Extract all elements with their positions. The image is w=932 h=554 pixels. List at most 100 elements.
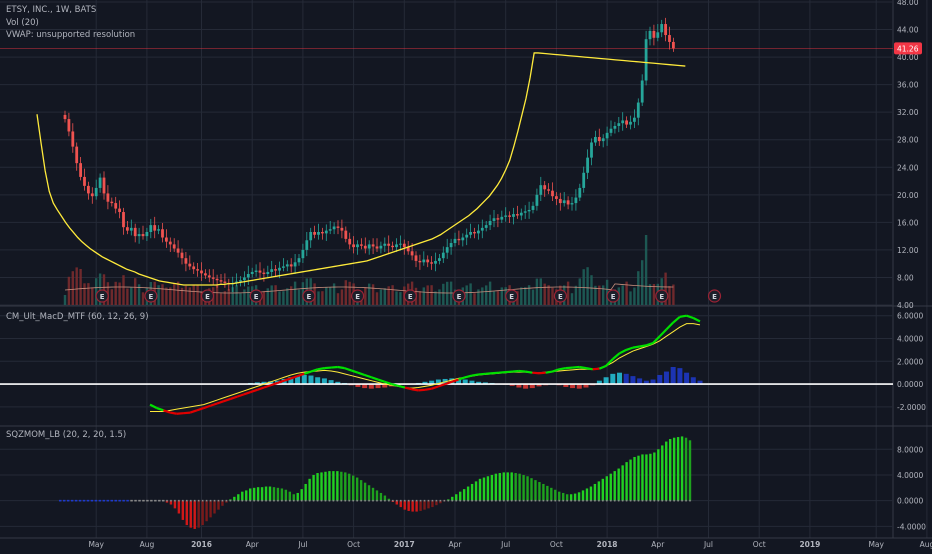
candle-body [516,214,519,216]
macd-line-segment [598,364,607,370]
volume-bar [664,272,667,305]
sqz-bar [292,494,295,501]
sqz-zero-mark [170,499,172,502]
macd-line-segment [357,371,365,377]
vwap-legend[interactable]: VWAP: unsupported resolution [6,30,136,40]
candle-body [270,269,274,272]
volume-bar [75,267,78,305]
candle-body [106,193,110,202]
sqz-zero-mark [233,499,236,502]
volume-bar [130,287,133,305]
sqzmom-legend[interactable]: SQZMOM_LB (20, 2, 20, 1.5) [6,430,127,440]
price-tick-label: 20.00 [897,191,919,200]
macd-legend[interactable]: CM_Ult_MacD_MTF (60, 12, 26, 9) [6,312,149,322]
candle-body [555,196,558,199]
volume-bar [102,274,106,305]
candle-body [629,121,632,125]
sqz-zero-mark [348,499,351,502]
sqz-zero-mark [558,499,561,502]
sqz-zero-mark [126,499,129,502]
macd-line-segment [411,388,419,392]
sqz-zero-mark [629,499,632,502]
sqz-bar [609,473,612,501]
sqz-bar [348,473,351,501]
macd-line-segment [672,316,681,324]
candle-body [664,24,667,36]
symbol-legend[interactable]: ETSY, INC., 1W, BATS [6,5,97,15]
sqz-zero-mark [376,499,378,502]
candle-body [527,209,531,212]
candle-body [597,136,601,142]
candle-body [313,232,316,235]
earnings-marker-circle [655,289,669,303]
candle-body [188,263,192,267]
volume-bar [118,282,121,305]
volume-bar [286,288,289,305]
candle-body [83,176,86,186]
volume-legend[interactable]: Vol (20) [6,18,39,28]
macd-tick-label: 6.0000 [897,312,923,321]
candle-body [531,205,535,210]
sqz-bar [558,491,561,501]
candle-body [321,232,324,234]
candle-body [613,125,617,129]
sqz-zero-mark [661,499,664,502]
macd-hist-bar [328,380,334,385]
macd-tick-label: -2.0000 [897,403,926,412]
candle-body [157,229,160,231]
candle-body [356,244,359,248]
macd-line-segment [438,383,446,388]
candle-body [363,245,367,249]
sqz-zero-mark [253,499,255,502]
sqz-bar [367,485,371,501]
sqz-zero-mark [146,499,149,502]
volume-bar [383,288,386,305]
candle-body [601,138,605,142]
candle-body [418,260,422,263]
sqz-zero-mark [657,499,660,502]
sqz-bar [387,498,391,501]
sqz-zero-mark [118,499,121,502]
sqz-bar [510,472,513,501]
candle-body [168,241,172,245]
macd-line-segment [236,393,245,398]
sqz-zero-mark [281,499,283,502]
macd-hist-bar [268,381,274,385]
macd-line-segment [686,314,694,320]
sqz-zero-mark [526,499,529,502]
macd-hist-bar [670,367,676,385]
volume-bar [371,284,375,305]
sqz-bar [225,500,228,503]
earnings-marker-label: E [457,293,462,301]
earnings-marker: E [302,289,316,303]
sqz-bar [340,471,343,501]
sqz-bar [661,445,664,501]
macd-line-segment [632,345,640,349]
volume-bar [325,287,328,305]
sqz-bar [684,437,688,501]
macd-hist-bar [509,384,515,386]
macd-line-segment [176,412,184,415]
candle-body [137,234,141,237]
sqz-bar [320,472,323,501]
sqz-bar [272,487,276,501]
sqz-bar [605,476,608,501]
sqz-bar [451,496,454,501]
macd-hist-bar [375,384,381,389]
sqz-bar [411,500,414,512]
earnings-marker-label: E [100,293,105,301]
sqz-bar [344,472,347,501]
price-tick-label: 36.00 [897,81,919,90]
macd-line-segment [485,372,493,375]
sqz-zero-mark [605,499,608,502]
macd-line-segment [572,365,580,369]
earnings-marker-label: E [408,293,413,301]
macd-line-segment [545,370,553,374]
volume-bar [391,285,394,305]
candle-body [274,269,277,271]
sqz-bar [173,500,177,509]
sqz-bar [649,453,652,501]
macd-line-segment [270,381,278,387]
macd-line-segment [256,386,265,391]
